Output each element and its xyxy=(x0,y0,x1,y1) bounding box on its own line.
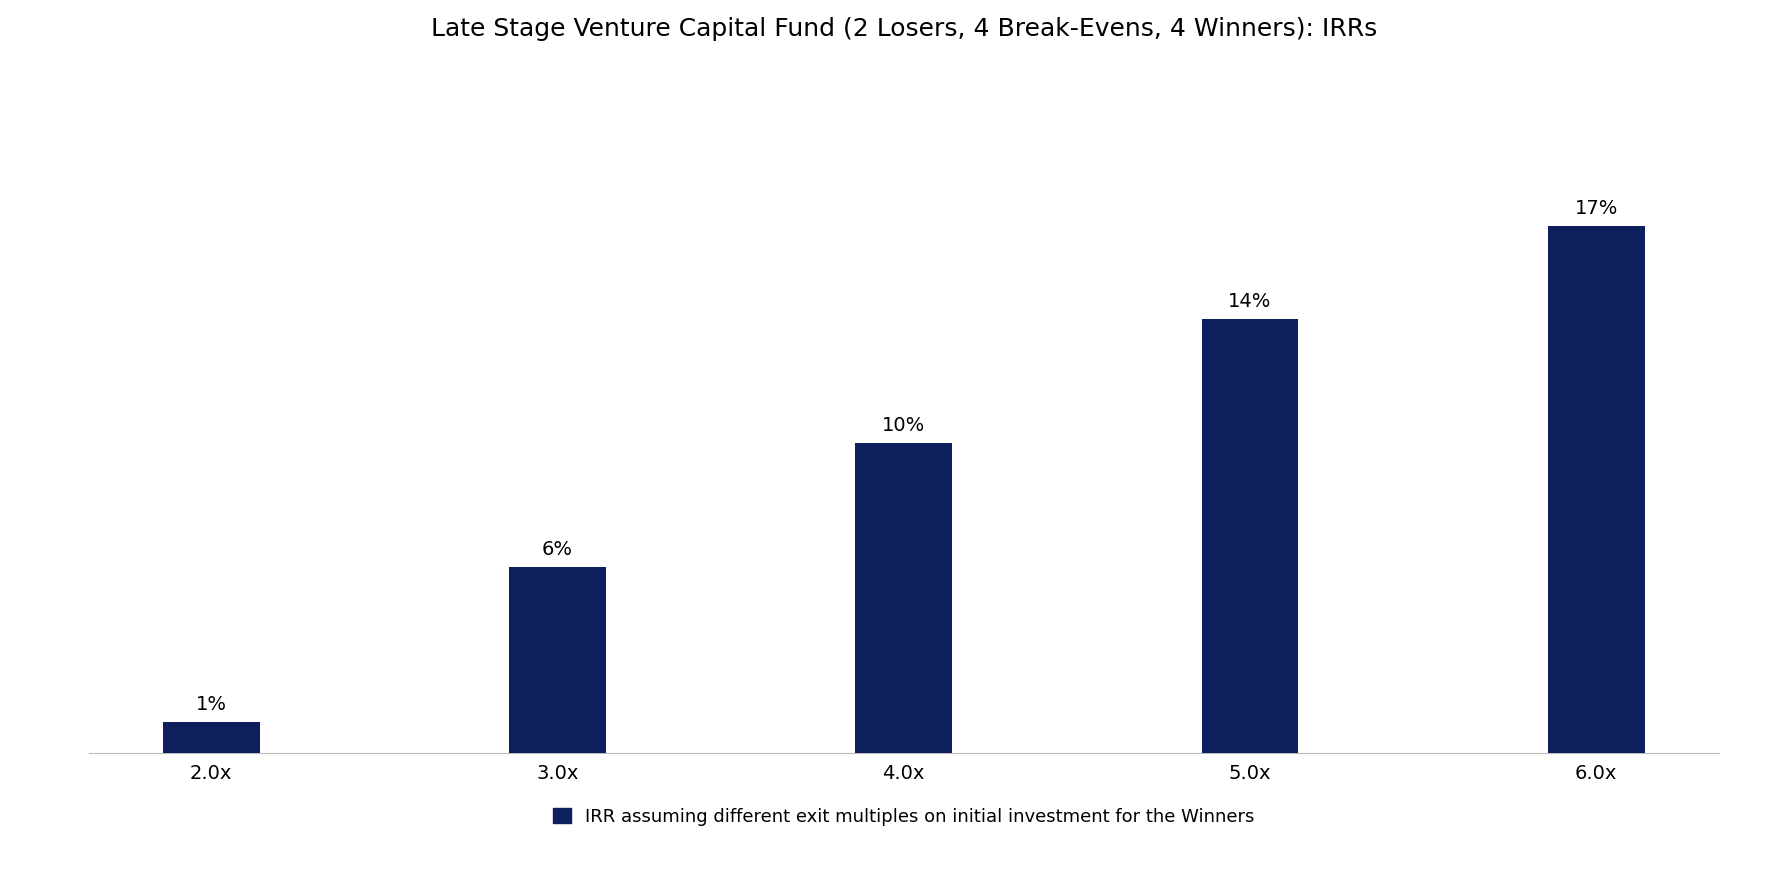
Bar xyxy=(1201,319,1299,753)
Title: Late Stage Venture Capital Fund (2 Losers, 4 Break-Evens, 4 Winners): IRRs: Late Stage Venture Capital Fund (2 Loser… xyxy=(431,17,1377,41)
Text: 1%: 1% xyxy=(195,696,227,714)
Text: 10%: 10% xyxy=(882,416,925,435)
Bar xyxy=(856,443,952,753)
Text: 14%: 14% xyxy=(1228,292,1272,311)
Legend: IRR assuming different exit multiples on initial investment for the Winners: IRR assuming different exit multiples on… xyxy=(546,800,1262,833)
Bar xyxy=(1547,226,1644,753)
Text: 6%: 6% xyxy=(542,540,572,559)
Bar xyxy=(163,722,260,753)
Text: 17%: 17% xyxy=(1575,199,1618,218)
Bar xyxy=(509,567,606,753)
